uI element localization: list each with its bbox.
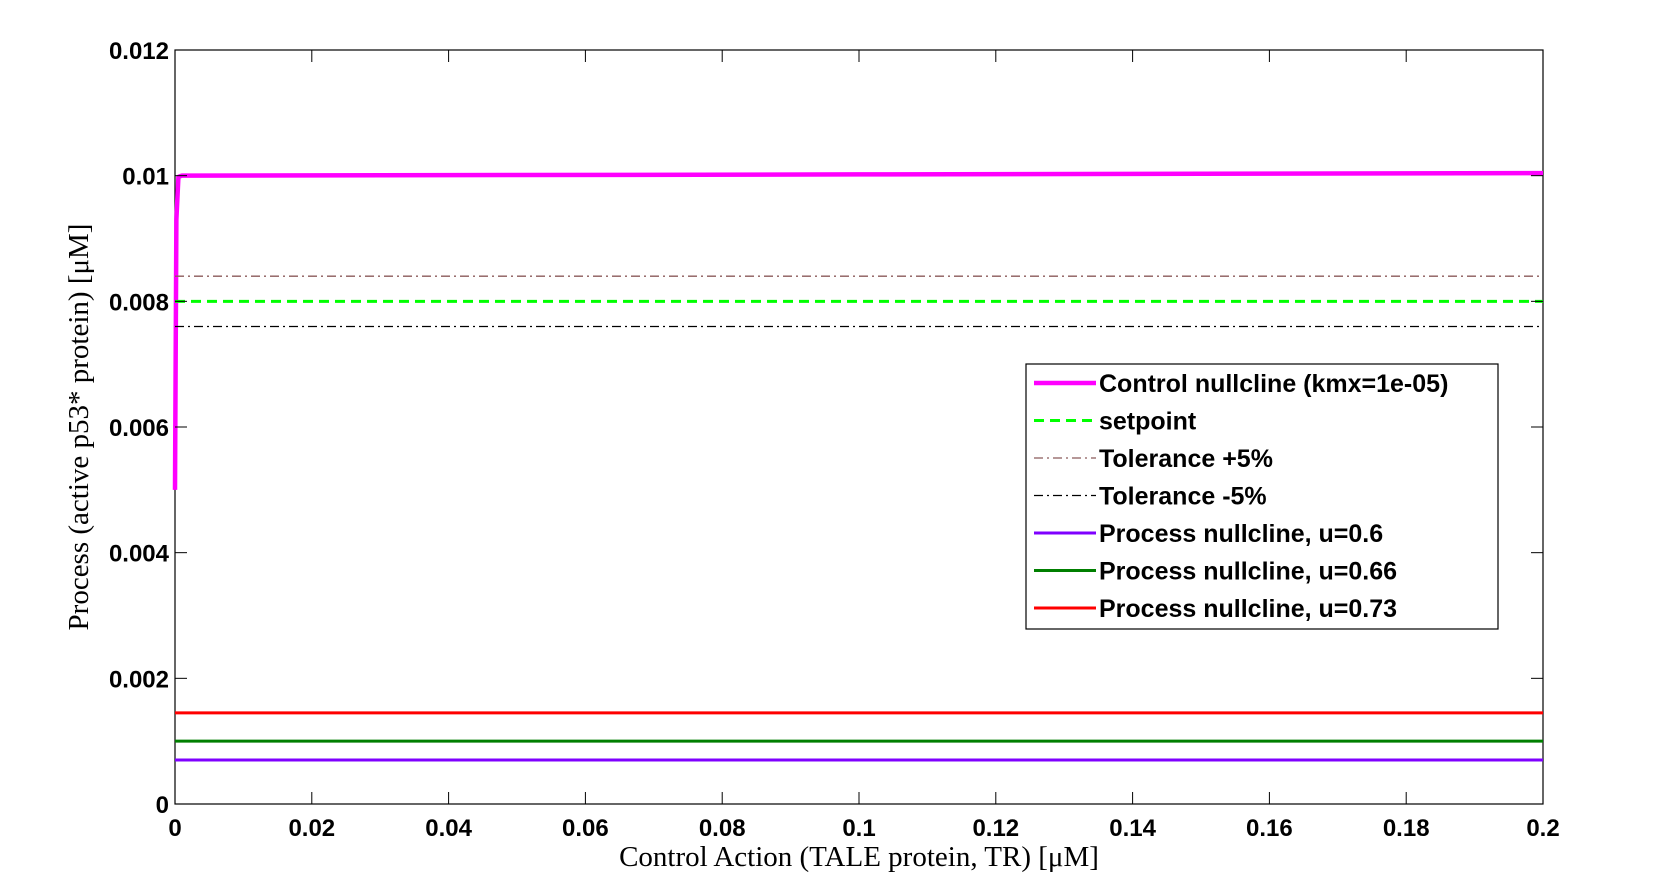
x-tick-label: 0	[168, 815, 181, 842]
y-tick-label: 0.006	[109, 415, 169, 442]
y-tick-label: 0	[156, 792, 169, 819]
legend-label-6: Process nullcline, u=0.66	[1099, 558, 1397, 586]
y-tick-label: 0.002	[109, 666, 169, 693]
legend-label-4: Tolerance -5%	[1099, 483, 1267, 511]
y-tick-label: 0.012	[109, 38, 169, 65]
x-tick-label: 0.1	[842, 815, 875, 842]
x-tick-label: 0.12	[972, 815, 1019, 842]
y-tick-label: 0.008	[109, 289, 169, 316]
legend-box	[1025, 363, 1499, 630]
series-line-1	[172, 170, 1544, 490]
x-axis-label: Control Action (TALE protein, TR) [μM]	[619, 841, 1099, 873]
legend: Control nullcline (kmx=1e-05) setpoint Tol…	[1025, 363, 1499, 630]
x-tick-label: 0.08	[699, 815, 746, 842]
x-tick-label: 0.06	[562, 815, 609, 842]
x-tick-label: 0.2	[1526, 815, 1559, 842]
ticks-layer: 0 0.02 0.04 0.06 0.08 0.1 0.12 0.14 0.16 0.18 0.2 0…	[109, 38, 1560, 842]
y-tick-label: 0.004	[109, 541, 170, 568]
legend-label-3: Tolerance +5%	[1099, 445, 1273, 473]
y-tick-label: 0.01	[122, 164, 169, 191]
x-tick-label: 0.14	[1109, 815, 1156, 842]
legend-label-2: setpoint	[1099, 408, 1197, 436]
x-tick-label: 0.04	[425, 815, 472, 842]
series-layer	[172, 170, 1544, 762]
x-tick-label: 0.18	[1383, 815, 1430, 842]
legend-label-7: Process nullcline, u=0.73	[1099, 595, 1397, 623]
x-tick-label: 0.02	[288, 815, 335, 842]
legend-label-1: Control nullcline (kmx=1e-05)	[1099, 370, 1448, 398]
x-tick-label: 0.16	[1246, 815, 1293, 842]
y-axis-label: Process (active p53* protein) [μM]	[63, 224, 95, 631]
legend-label-5: Process nullcline, u=0.6	[1099, 520, 1383, 548]
